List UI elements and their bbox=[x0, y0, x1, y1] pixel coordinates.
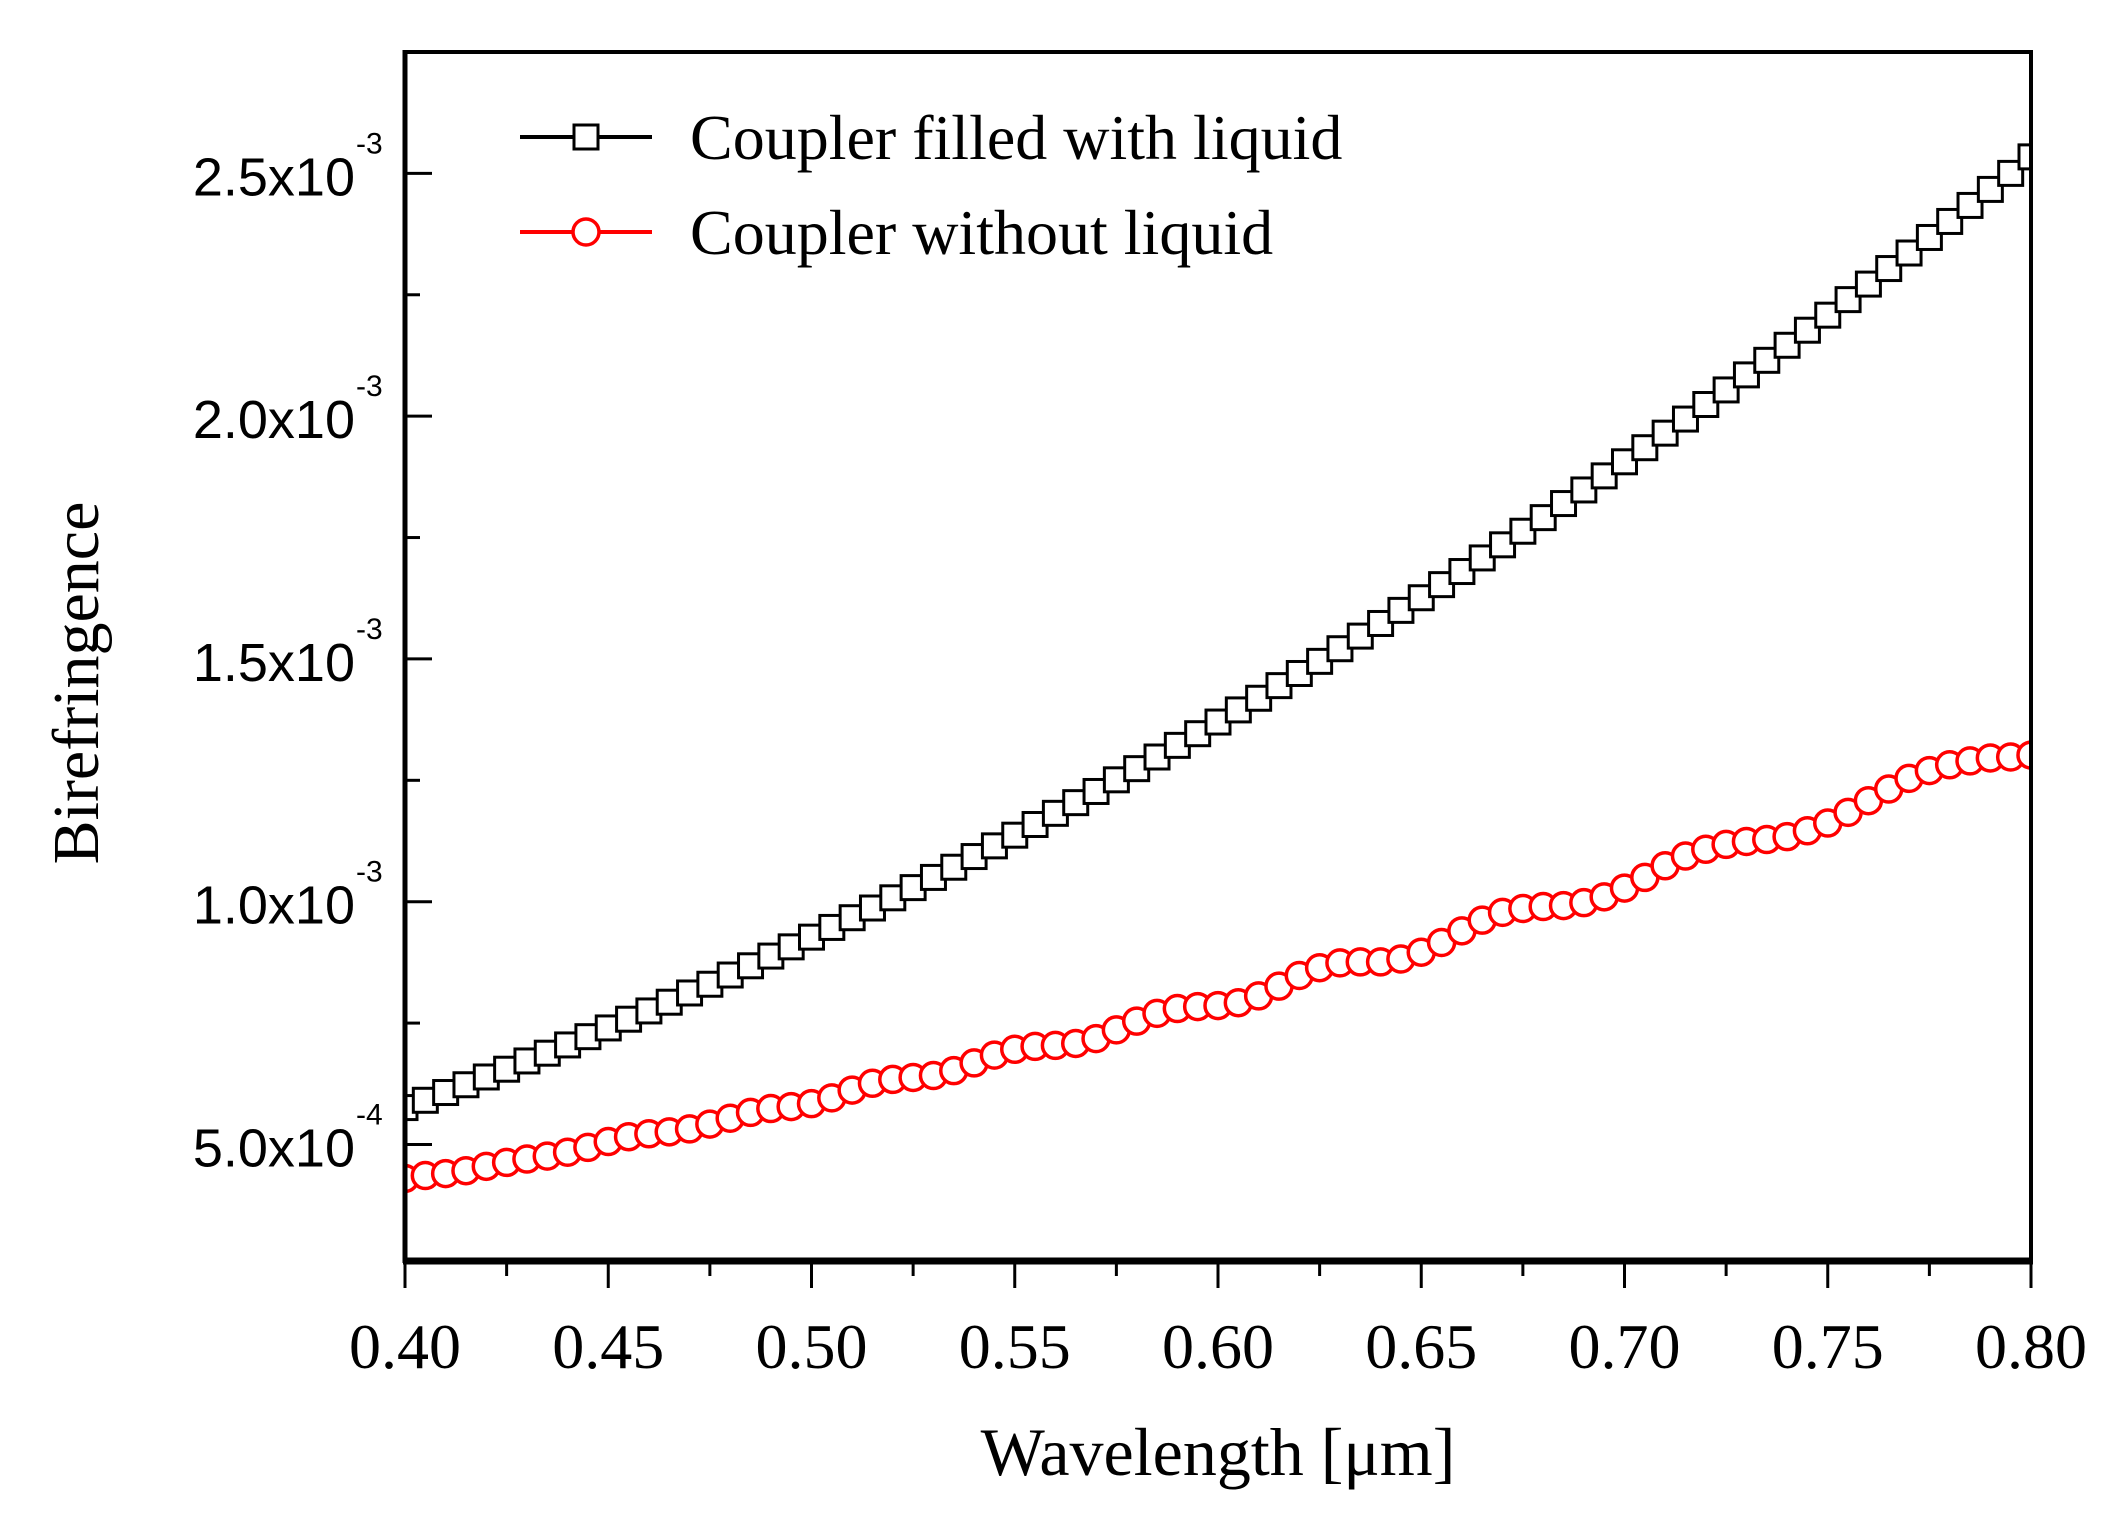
legend-circle-marker bbox=[571, 217, 601, 247]
legend-label: Coupler filled with liquid bbox=[690, 102, 1342, 173]
y-tick-label: 2.0x10 bbox=[193, 390, 355, 450]
x-tick-label: 0.55 bbox=[959, 1311, 1071, 1382]
x-tick-label: 0.75 bbox=[1772, 1311, 1884, 1382]
x-tick-label: 0.40 bbox=[349, 1311, 461, 1382]
x-tick-label: 0.50 bbox=[756, 1311, 868, 1382]
y-tick-exponent: -3 bbox=[356, 370, 383, 403]
y-tick-label: 2.5x10 bbox=[193, 147, 355, 207]
data-point-square bbox=[1489, 531, 1517, 559]
y-tick-label: 1.0x10 bbox=[193, 876, 355, 936]
y-tick-label: 5.0x10 bbox=[193, 1118, 355, 1178]
y-tick-exponent: -3 bbox=[356, 856, 383, 889]
data-point-square bbox=[1976, 175, 2004, 203]
series-line-0 bbox=[405, 155, 2031, 1109]
y-tick-exponent: -3 bbox=[356, 127, 383, 160]
series-line-1 bbox=[405, 753, 2031, 1180]
x-tick-label: 0.45 bbox=[552, 1311, 664, 1382]
plot-area bbox=[405, 143, 2031, 1194]
y-tick-label: 1.5x10 bbox=[193, 633, 355, 693]
data-point-square bbox=[1590, 462, 1618, 490]
y-tick-exponent: -4 bbox=[356, 1098, 383, 1131]
data-point-circle bbox=[2016, 740, 2031, 770]
x-tick-label: 0.80 bbox=[1975, 1311, 2087, 1382]
legend-label: Coupler without liquid bbox=[690, 197, 1273, 268]
series-group bbox=[405, 143, 2031, 1194]
x-tick-label: 0.65 bbox=[1365, 1311, 1477, 1382]
legend: Coupler filled with liquid Coupler withou… bbox=[520, 102, 1342, 268]
x-axis-label: Wavelength [μm] bbox=[981, 1414, 1456, 1490]
y-axis-label: Birefringence bbox=[40, 502, 113, 865]
data-point-square bbox=[1732, 361, 1760, 389]
data-point-square bbox=[858, 894, 886, 922]
legend-square-marker bbox=[572, 123, 600, 151]
data-point-square bbox=[1997, 159, 2025, 187]
data-point-square bbox=[1793, 316, 1821, 344]
x-tick-label: 0.70 bbox=[1569, 1311, 1681, 1382]
axes: 0.40 0.45 0.50 0.55 0.60 0.65 0.70 0.75 0.80 5.0x… bbox=[193, 50, 2087, 1382]
data-point-square bbox=[2017, 143, 2031, 171]
x-tick-label: 0.60 bbox=[1162, 1311, 1274, 1382]
y-tick-exponent: -3 bbox=[356, 613, 383, 646]
data-point-square bbox=[1529, 504, 1557, 532]
